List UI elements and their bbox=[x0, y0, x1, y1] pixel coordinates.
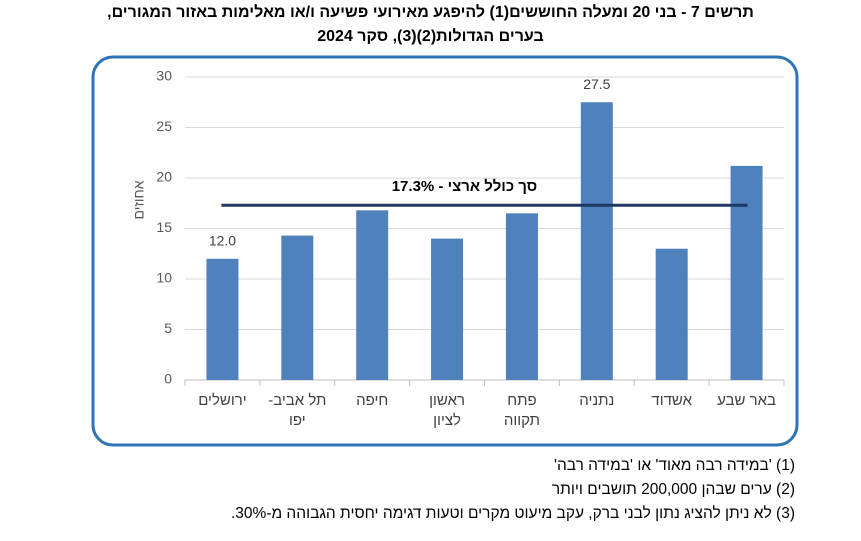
x-tick-label: תקווה bbox=[504, 412, 540, 429]
y-tick-label: 20 bbox=[156, 169, 172, 185]
chart-title: בערים הגדולות(2)(3), סקר 2024 bbox=[317, 28, 544, 45]
x-tick-label: באר שבע bbox=[717, 392, 776, 409]
x-tick-label: ראשון bbox=[429, 392, 465, 409]
reference-label: סך כולל ארצי - 17.3% bbox=[392, 178, 538, 195]
bar bbox=[655, 248, 688, 380]
x-tick-label: לציון bbox=[433, 412, 461, 429]
chart-title: תרשים 7 - בני 20 ומעלה החוששים(1) להיפגע… bbox=[107, 4, 754, 21]
y-axis-title: אחוזים bbox=[131, 180, 147, 219]
bar bbox=[281, 235, 314, 380]
y-tick-label: 15 bbox=[156, 219, 172, 235]
y-tick-label: 25 bbox=[156, 118, 172, 134]
footnote: (3) לא ניתן להציג נתון לבני ברק, עקב מיע… bbox=[230, 505, 795, 522]
data-label: 12.0 bbox=[209, 233, 236, 249]
y-tick-label: 30 bbox=[156, 68, 172, 84]
bar bbox=[730, 165, 763, 380]
x-tick-label: פתח bbox=[507, 392, 536, 409]
bar bbox=[356, 210, 389, 380]
x-tick-label: יפו bbox=[289, 412, 306, 429]
y-tick-label: 5 bbox=[164, 320, 172, 336]
x-tick-label: אשדוד bbox=[651, 392, 692, 409]
chart-frame bbox=[91, 55, 799, 447]
x-tick-label: נתניה bbox=[579, 392, 614, 409]
y-tick-label: 10 bbox=[156, 270, 172, 286]
y-tick-label: 0 bbox=[164, 371, 172, 387]
data-label: 27.5 bbox=[583, 76, 610, 92]
footnote: (2) ערים שבהן 200,000 תושבים ויותר bbox=[551, 481, 795, 498]
x-tick-label: חיפה bbox=[356, 392, 388, 409]
x-tick-label: ירושלים bbox=[198, 392, 246, 409]
bar bbox=[431, 238, 464, 380]
bar bbox=[206, 258, 239, 380]
bar bbox=[505, 213, 538, 380]
x-tick-label: תל אביב- bbox=[268, 392, 326, 409]
bar bbox=[580, 102, 613, 380]
footnote: (1) 'במידה רבה מאוד' או 'במידה רבה' bbox=[553, 457, 795, 474]
